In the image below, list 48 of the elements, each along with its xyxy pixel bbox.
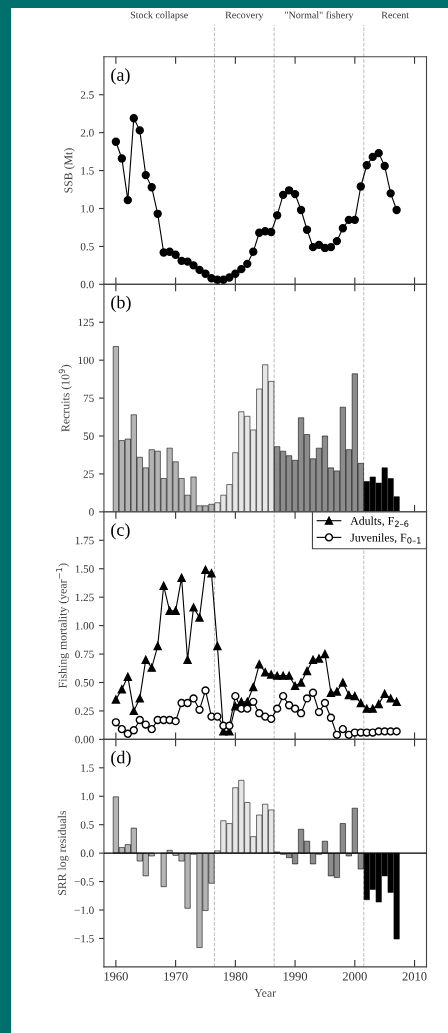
x-tick-label: 1970 bbox=[164, 972, 188, 981]
y-tick-label: 125 bbox=[78, 318, 94, 327]
text: Recent bbox=[381, 11, 409, 19]
y-tick-label: 1.0 bbox=[81, 792, 94, 801]
y-axis-title: SSB (Mt) bbox=[64, 148, 75, 193]
y-tick-label: 0.00 bbox=[75, 735, 94, 744]
y-tick-label: 0.25 bbox=[75, 707, 94, 715]
y-tick-label: 1.50 bbox=[75, 565, 94, 573]
text: Stock collapse bbox=[130, 11, 188, 21]
x-tick-label: 2000 bbox=[342, 972, 367, 981]
x-tick-label: 1980 bbox=[223, 972, 248, 981]
y-tick-label: 1.75 bbox=[75, 536, 94, 545]
x-axis-title: Year bbox=[254, 989, 276, 997]
y-axis-title: Fishing mortality (year$^{−1}$) bbox=[55, 563, 70, 689]
legend-label: Juveniles, F$_{0–1}$ bbox=[350, 533, 421, 544]
y-tick-label: −1.5 bbox=[74, 934, 94, 943]
y-tick-label: 0.5 bbox=[80, 242, 94, 251]
y-tick-label: 2.0 bbox=[80, 129, 94, 137]
y-tick-label: 0.50 bbox=[75, 678, 94, 687]
y-tick-label: 1.5 bbox=[81, 764, 94, 772]
y-tick-label: 1.25 bbox=[75, 593, 94, 602]
y-tick-label: 25 bbox=[83, 470, 94, 478]
annotation: (d) bbox=[111, 750, 131, 768]
y-tick-label: 0 bbox=[89, 508, 94, 516]
x-tick-label: 2010 bbox=[402, 972, 427, 981]
text: "Normal" fishery bbox=[285, 11, 354, 21]
y-tick-label: 0.0 bbox=[80, 280, 94, 289]
y-tick-label: 0.5 bbox=[80, 821, 94, 829]
annotation: (c) bbox=[111, 523, 130, 540]
y-tick-label: 2.5 bbox=[80, 91, 94, 99]
y-tick-label: 0.0 bbox=[80, 849, 94, 858]
y-tick-label: 75 bbox=[83, 394, 94, 403]
text: Recovery bbox=[225, 11, 264, 21]
y-tick-label: 50 bbox=[83, 432, 94, 440]
legend-label: Adults, F$_{2–6}$ bbox=[350, 516, 409, 527]
x-tick-label: 1990 bbox=[283, 972, 308, 981]
y-tick-label: −0.5 bbox=[74, 878, 94, 886]
y-tick-label: −1.0 bbox=[74, 906, 94, 915]
y-axis-title: Recruits (10$^{9}$) bbox=[58, 364, 72, 432]
y-tick-label: 1.5 bbox=[81, 167, 94, 175]
y-tick-label: 0.75 bbox=[75, 650, 94, 659]
annotation: (b) bbox=[111, 295, 131, 313]
y-axis-title: SRR log residuals bbox=[57, 810, 69, 895]
y-tick-label: 100 bbox=[78, 356, 94, 365]
y-tick-label: 1.00 bbox=[75, 622, 94, 630]
y-tick-label: 1.0 bbox=[81, 204, 94, 213]
annotation: (a) bbox=[111, 68, 130, 85]
x-tick-label: 1960 bbox=[104, 972, 128, 981]
